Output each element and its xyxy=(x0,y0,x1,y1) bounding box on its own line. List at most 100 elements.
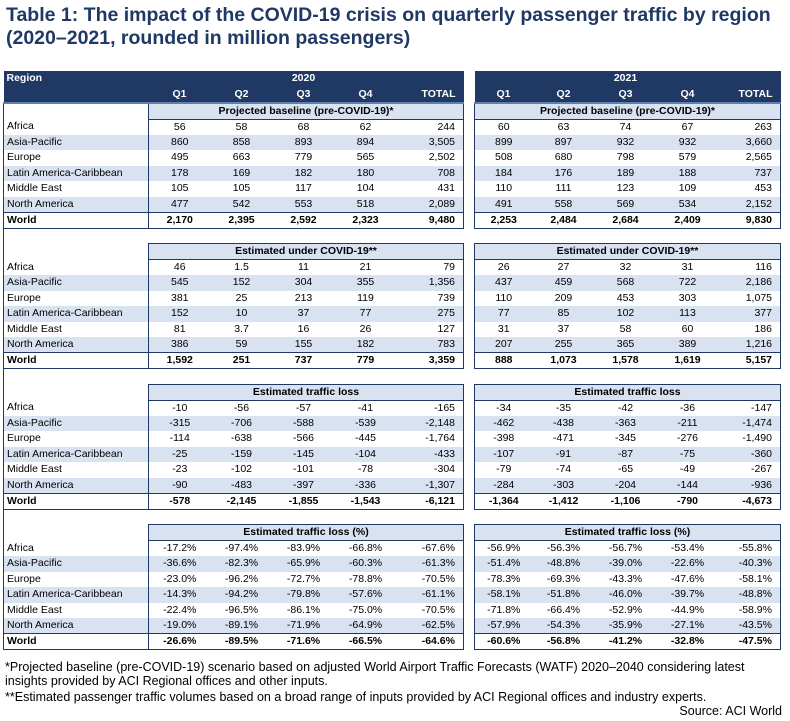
value-cell: -75 xyxy=(656,446,719,462)
value-cell: 569 xyxy=(594,196,657,212)
gap-cell xyxy=(3,228,464,244)
value-cell: 56 xyxy=(148,119,211,135)
region-label: Latin America-Caribbean xyxy=(3,165,149,181)
value-cell: 60 xyxy=(656,321,719,337)
value-cell: 105 xyxy=(148,181,211,197)
value-cell: 798 xyxy=(594,150,657,166)
table-row: Africa -10 -56 -57 -41 -165 xyxy=(3,400,464,416)
value-cell: 477 xyxy=(148,196,211,212)
value-cell: 155 xyxy=(272,337,335,353)
value-cell: -78.8% xyxy=(334,571,397,587)
region-label: Latin America-Caribbean xyxy=(3,587,149,603)
value-cell: -46.0% xyxy=(594,587,657,603)
table-row: World 2,170 2,395 2,592 2,323 9,480 xyxy=(3,211,464,229)
value-cell: 58 xyxy=(594,321,657,337)
value-cell: -39.7% xyxy=(656,587,719,603)
region-label: Middle East xyxy=(3,181,149,197)
value-cell: 67 xyxy=(656,119,719,135)
value-cell: 3,359 xyxy=(396,352,464,369)
value-cell: 26 xyxy=(334,321,397,337)
value-cell: -62.5% xyxy=(396,618,464,634)
value-cell: -79 xyxy=(474,462,533,478)
region-label: Middle East xyxy=(3,462,149,478)
value-cell: 355 xyxy=(334,275,397,291)
table-row: Europe -23.0% -96.2% -72.7% -78.8% -70.5% xyxy=(3,571,464,587)
value-cell: -638 xyxy=(210,431,273,447)
value-cell: -26.6% xyxy=(148,633,211,650)
gap-cell xyxy=(3,368,464,384)
value-cell: -54.3% xyxy=(532,618,595,634)
value-cell: 152 xyxy=(148,306,211,322)
value-cell: 2,186 xyxy=(718,275,781,291)
section-blank xyxy=(3,102,149,119)
table-row: World -26.6% -89.5% -71.6% -66.5% -64.6% xyxy=(3,633,464,650)
value-cell: 31 xyxy=(656,259,719,275)
region-label: World xyxy=(3,211,149,229)
section-title-2020: Estimated traffic loss (%) xyxy=(148,524,464,541)
value-cell: -1,412 xyxy=(532,492,595,510)
value-cell: 365 xyxy=(594,337,657,353)
value-cell: -102 xyxy=(210,462,273,478)
value-cell: 377 xyxy=(718,306,781,322)
value-cell: 303 xyxy=(656,290,719,306)
value-cell: 779 xyxy=(272,150,335,166)
value-cell: 184 xyxy=(474,165,533,181)
header-blank xyxy=(718,71,781,87)
value-cell: -1,307 xyxy=(396,477,464,493)
table-row: North America 386 59 155 182 783 xyxy=(3,337,464,353)
value-cell: 11 xyxy=(272,259,335,275)
value-cell: 188 xyxy=(656,165,719,181)
section-header-row: Estimated under COVID-19** xyxy=(3,243,464,260)
value-cell: 553 xyxy=(272,196,335,212)
value-cell: -144 xyxy=(656,477,719,493)
value-cell: 110 xyxy=(474,181,533,197)
value-cell: -706 xyxy=(210,415,273,431)
table-row: -56.9% -56.3% -56.7% -53.4% -55.8% xyxy=(474,540,781,556)
region-label: Middle East xyxy=(3,602,149,618)
value-cell: 60 xyxy=(474,119,533,135)
value-cell: -39.0% xyxy=(594,556,657,572)
value-cell: -25 xyxy=(148,446,211,462)
value-cell: 111 xyxy=(532,181,595,197)
table-row: North America 477 542 553 518 2,089 xyxy=(3,196,464,212)
table-row: -60.6% -56.8% -41.2% -32.8% -47.5% xyxy=(474,633,781,650)
value-cell: 1,592 xyxy=(148,352,211,369)
value-cell: -72.7% xyxy=(272,571,335,587)
table-row: Middle East -23 -102 -101 -78 -304 xyxy=(3,462,464,478)
value-cell: 2,409 xyxy=(656,211,719,229)
value-cell: -462 xyxy=(474,415,533,431)
value-cell: 1,216 xyxy=(718,337,781,353)
value-cell: -315 xyxy=(148,415,211,431)
table-row: -57.9% -54.3% -35.9% -27.1% -43.5% xyxy=(474,618,781,634)
region-label: Asia-Pacific xyxy=(3,415,149,431)
value-cell: -86.1% xyxy=(272,602,335,618)
value-cell: 579 xyxy=(656,150,719,166)
value-cell: 2,565 xyxy=(718,150,781,166)
value-cell: -397 xyxy=(272,477,335,493)
section-header-row: Projected baseline (pre-COVID-19)* xyxy=(474,102,781,120)
value-cell: 109 xyxy=(656,181,719,197)
value-cell: -23.0% xyxy=(148,571,211,587)
region-label: Middle East xyxy=(3,321,149,337)
value-cell: 152 xyxy=(210,275,273,291)
table-row: -462 -438 -363 -211 -1,474 xyxy=(474,415,781,431)
value-cell: -61.3% xyxy=(396,556,464,572)
column-header-q4: Q4 xyxy=(656,86,719,104)
table-2021: 2021 Q1 Q2 Q3 Q4 TOTAL Projected baseline (pre… xyxy=(474,71,781,650)
value-cell: 518 xyxy=(334,196,397,212)
table-row: World -578 -2,145 -1,855 -1,543 -6,121 xyxy=(3,492,464,510)
value-cell: 2,089 xyxy=(396,196,464,212)
value-cell: -51.8% xyxy=(532,587,595,603)
table-row: -78.3% -69.3% -43.3% -47.6% -58.1% xyxy=(474,571,781,587)
value-cell: -66.4% xyxy=(532,602,595,618)
column-header-total: TOTAL xyxy=(396,86,464,104)
region-label: Latin America-Caribbean xyxy=(3,446,149,462)
value-cell: 783 xyxy=(396,337,464,353)
value-cell: 680 xyxy=(532,150,595,166)
value-cell: -35 xyxy=(532,400,595,416)
value-cell: 58 xyxy=(210,119,273,135)
value-cell: 68 xyxy=(272,119,335,135)
value-cell: 209 xyxy=(532,290,595,306)
value-cell: 860 xyxy=(148,134,211,150)
region-label: North America xyxy=(3,337,149,353)
